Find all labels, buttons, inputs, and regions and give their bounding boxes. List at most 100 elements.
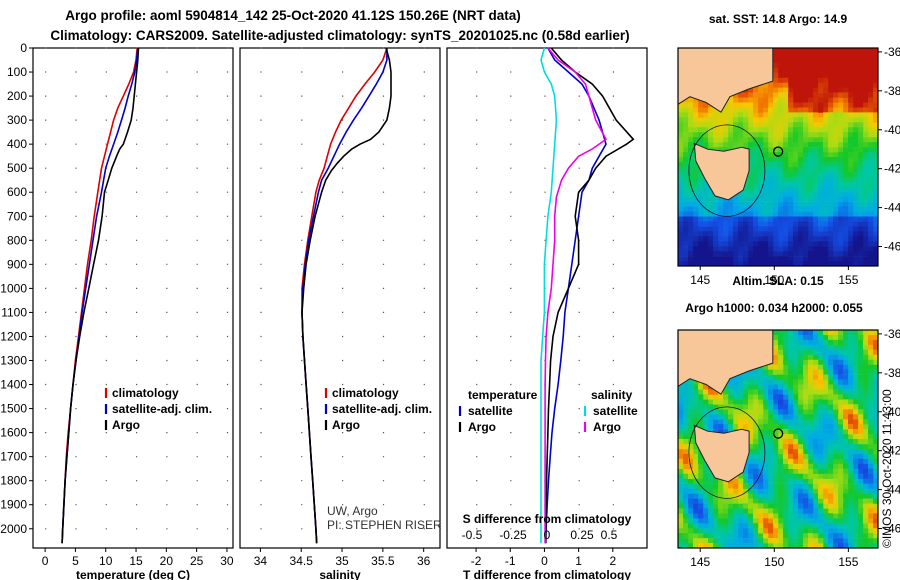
series-line-argo: [61, 47, 140, 544]
map-color-cells: [778, 77, 809, 108]
map-color-cells: [828, 127, 834, 133]
map-color-cells: [768, 216, 774, 222]
map-color-cells: [818, 102, 824, 108]
map-color-cells: [753, 231, 759, 237]
map-color-cells: [713, 399, 719, 405]
map-title: sat. SST: 14.8 Argo: 14.9: [709, 12, 848, 26]
y-tick-label: 800: [7, 233, 27, 247]
map-color-cells: [803, 117, 809, 123]
map-color-cells: [688, 122, 694, 128]
map-color-cells: [798, 256, 804, 262]
map-color-cells: [838, 102, 844, 108]
map-color-cells: [738, 251, 744, 257]
map-color-cells: [803, 241, 809, 252]
map-color-cells: [838, 543, 844, 548]
map-color-cells: [803, 473, 849, 479]
map-color-cells: [708, 132, 714, 138]
map-color-cells: [678, 458, 684, 465]
map-color-cells: [758, 419, 764, 425]
map-color-cells: [778, 211, 784, 217]
map-color-cells: [808, 117, 814, 123]
map-color-cells: [763, 513, 769, 519]
map-color-cells: [873, 216, 878, 222]
map-lat-label: -38: [884, 366, 900, 380]
map-color-cells: [788, 206, 794, 217]
map-color-cells: [683, 211, 689, 217]
map-color-cells: [743, 112, 844, 148]
map-color-cells: [758, 62, 834, 108]
map-color-cells: [708, 137, 714, 143]
map-color-cells: [758, 221, 764, 227]
map-color-cells: [753, 503, 759, 509]
map-color-cells: [688, 137, 764, 148]
map-color-cells: [843, 171, 859, 183]
map-color-cells: [713, 231, 719, 237]
map-color-cells: [823, 147, 829, 153]
map-color-cells: [678, 147, 684, 153]
map-color-cells: [843, 201, 849, 207]
map-color-cells: [788, 384, 794, 390]
map-color-cells: [853, 162, 859, 168]
x-tick-label: 34.5: [290, 554, 314, 568]
map-color-cells: [823, 142, 829, 148]
mainland-australia: [678, 330, 774, 395]
depth-contour: [688, 406, 766, 499]
map-color-cells: [813, 330, 834, 370]
map-color-cells: [708, 221, 714, 227]
x-axis-label: salinity: [319, 568, 361, 580]
map-color-cells: [828, 216, 834, 222]
map-color-cells: [808, 142, 814, 148]
map-color-cells: [748, 206, 754, 212]
x-axis-label: temperature (deg C): [76, 568, 190, 580]
map-color-cells: [748, 191, 754, 197]
map-color-cells: [748, 399, 754, 405]
map-color-cells: [858, 483, 864, 489]
map-color-cells: [813, 162, 819, 168]
map-color-cells: [808, 503, 849, 548]
map-color-cells: [813, 369, 819, 375]
map-color-cells: [823, 241, 829, 247]
map-color-cells: [833, 137, 839, 143]
map-color-cells: [733, 226, 739, 232]
y-tick-label: 1700: [0, 450, 27, 464]
legend-label: Argo: [332, 418, 360, 432]
map-color-cells: [693, 349, 859, 524]
map-color-cells: [778, 117, 784, 123]
map-color-cells: [778, 399, 784, 405]
map-color-cells: [813, 112, 819, 118]
map-color-cells: [693, 102, 699, 108]
map-color-cells: [808, 162, 814, 168]
map-color-cells: [753, 523, 759, 529]
map-color-cells: [803, 122, 809, 128]
map-color-cells: [718, 226, 874, 247]
y-tick-label: 700: [7, 209, 27, 223]
map-color-cells: [758, 92, 764, 98]
map-color-cells: [678, 384, 719, 460]
map-color-cells: [818, 142, 824, 148]
plot-frame: [239, 47, 441, 549]
map-color-cells: [813, 419, 819, 425]
map-color-cells: [753, 478, 759, 484]
map-color-cells: [763, 424, 769, 430]
map-color-cells: [698, 107, 704, 113]
legend-label: satellite-adj. clim.: [112, 402, 212, 416]
map-color-cells: [698, 533, 704, 539]
map-color-cells: [828, 191, 839, 202]
map-color-cells: [783, 488, 789, 494]
map-color-cells: [808, 335, 814, 341]
map-color-cells: [828, 102, 834, 108]
map-color-cells: [868, 344, 874, 351]
map-color-cells: [718, 137, 724, 143]
map-color-cells: [758, 107, 764, 113]
map-color-cells: [818, 374, 824, 380]
legend-label: Argo: [468, 420, 496, 434]
map-color-cells: [843, 216, 849, 222]
map-lat-label: -36: [884, 45, 900, 59]
map-color-cells: [768, 523, 774, 529]
map-color-cells: [798, 152, 829, 158]
map-color-cells: [808, 508, 814, 514]
map-color-cells: [698, 523, 704, 529]
map-color-cells: [848, 414, 854, 420]
map-color-cells: [848, 171, 854, 178]
map-title: Altim. SLA: 0.15: [732, 274, 824, 288]
